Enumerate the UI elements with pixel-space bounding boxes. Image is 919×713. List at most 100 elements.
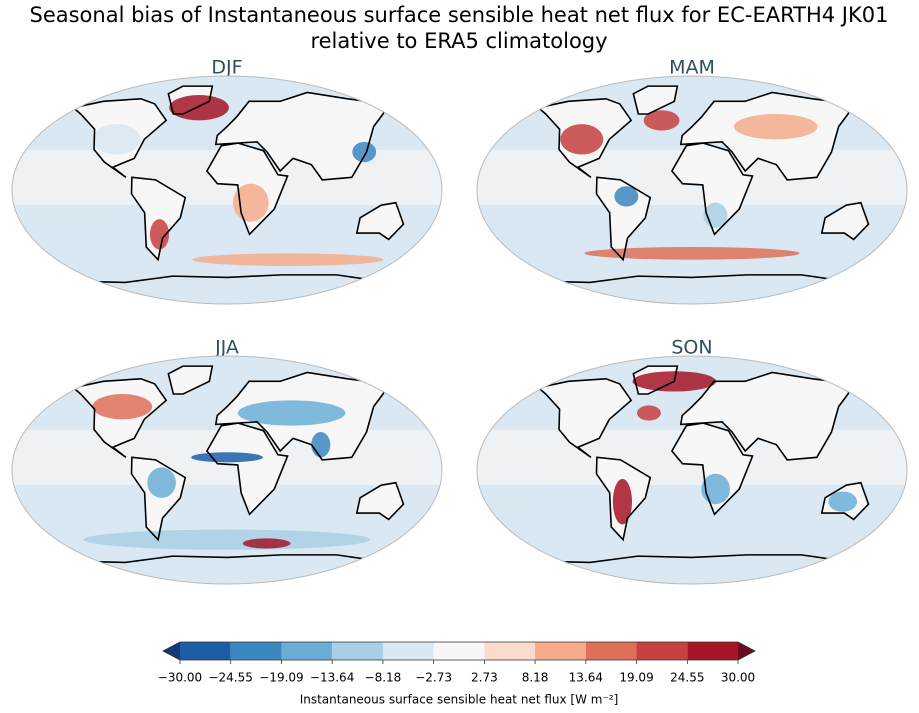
bias-patch <box>149 219 170 250</box>
bias-patch <box>636 405 661 421</box>
map-field <box>477 85 907 284</box>
colorbar-segment <box>585 642 637 660</box>
colorbar-tick-label: 13.64 <box>569 671 603 685</box>
colorbar-segment <box>230 642 282 660</box>
colorbar-tick-label: 30.00 <box>721 671 755 685</box>
coastline <box>71 97 168 178</box>
bias-patch <box>828 491 858 512</box>
land <box>356 482 404 520</box>
land <box>168 366 213 394</box>
colorbar-tick-label: −13.64 <box>310 671 354 685</box>
map-panel <box>11 75 443 305</box>
map-frame <box>11 75 443 305</box>
land <box>680 372 853 460</box>
coastline <box>167 365 214 395</box>
colorbar-tick-label: −30.00 <box>158 671 202 685</box>
coastline <box>355 201 405 241</box>
colorbar-tick-label: 8.18 <box>522 671 549 685</box>
coastline <box>679 91 854 181</box>
colorbar-label: Instantaneous surface sensible heat net … <box>300 693 619 707</box>
coastline <box>214 371 389 461</box>
colorbar-extend-high <box>738 642 755 660</box>
coastline <box>632 85 679 115</box>
coastline <box>820 481 870 521</box>
bias-patch <box>560 124 604 155</box>
colorbar-extend-low <box>163 642 180 660</box>
land <box>131 177 186 260</box>
coastline <box>73 554 381 564</box>
bias-patch <box>311 432 331 458</box>
coastline <box>167 85 214 115</box>
coastline <box>679 371 854 461</box>
coastline <box>71 377 168 458</box>
bias-patch <box>191 452 263 463</box>
map-frame <box>476 75 908 305</box>
colorbar-tick-label: 24.55 <box>670 671 704 685</box>
bias-patch <box>242 538 291 549</box>
colorbar-segment <box>332 642 383 660</box>
panel-title: JJA <box>214 337 239 359</box>
coastline <box>538 554 846 564</box>
map-panel <box>476 75 908 305</box>
land <box>215 92 388 180</box>
title-line: relative to ERA5 climatology <box>310 29 607 53</box>
coastline <box>130 456 187 542</box>
coastline <box>536 97 633 178</box>
coastline <box>73 274 381 284</box>
land <box>356 202 404 240</box>
bias-patch <box>612 478 632 525</box>
bias-patch <box>92 124 141 155</box>
bias-patch <box>477 487 588 503</box>
panel-title: SON <box>671 337 712 359</box>
bias-patch <box>352 141 377 163</box>
land <box>821 202 869 240</box>
bias-patch <box>237 400 346 426</box>
title-line: Seasonal bias of Instantaneous surface s… <box>29 3 888 27</box>
coastline <box>130 176 187 262</box>
bias-patch <box>169 95 229 121</box>
colorbar-tick-label: −24.55 <box>208 671 252 685</box>
coastline <box>214 91 389 181</box>
bias-patch <box>733 114 818 140</box>
bias-patch <box>147 467 176 498</box>
coastline <box>595 456 652 542</box>
bias-patch <box>192 253 384 266</box>
land <box>206 423 288 515</box>
bias-patch <box>92 394 153 420</box>
colorbar-tick-label: 19.09 <box>619 671 653 685</box>
colorbar-segment <box>484 642 536 660</box>
colorbar-tick-label: 2.73 <box>471 671 498 685</box>
bias-patch <box>643 110 680 131</box>
land <box>671 143 753 235</box>
land <box>633 86 678 114</box>
map-field <box>12 85 442 284</box>
colorbar-segment <box>687 642 738 660</box>
map-frame <box>476 355 908 585</box>
map-panel <box>476 355 908 585</box>
coastline <box>538 274 846 284</box>
colorbar-segment <box>382 642 434 660</box>
map-frame <box>11 355 443 585</box>
bias-patch <box>83 529 371 550</box>
coastline <box>595 176 652 262</box>
panel-title: MAM <box>669 57 715 79</box>
colorbar-segment <box>433 642 485 660</box>
colorbar-segment <box>535 642 586 660</box>
colorbar-segment <box>636 642 688 660</box>
coastline <box>632 365 679 395</box>
bias-patch <box>614 186 639 207</box>
coastline <box>820 201 870 241</box>
coastline <box>355 481 405 521</box>
bias-patch <box>584 247 800 260</box>
colorbar-segment <box>281 642 333 660</box>
colorbar-tick-label: −19.09 <box>259 671 303 685</box>
land <box>671 423 753 515</box>
map-field <box>477 365 907 564</box>
bias-patch <box>701 473 730 505</box>
colorbar-segment <box>180 642 231 660</box>
map-field <box>12 365 442 564</box>
map-panel <box>11 355 443 585</box>
colorbar-tick-label: −2.73 <box>415 671 452 685</box>
coastline <box>536 377 633 458</box>
